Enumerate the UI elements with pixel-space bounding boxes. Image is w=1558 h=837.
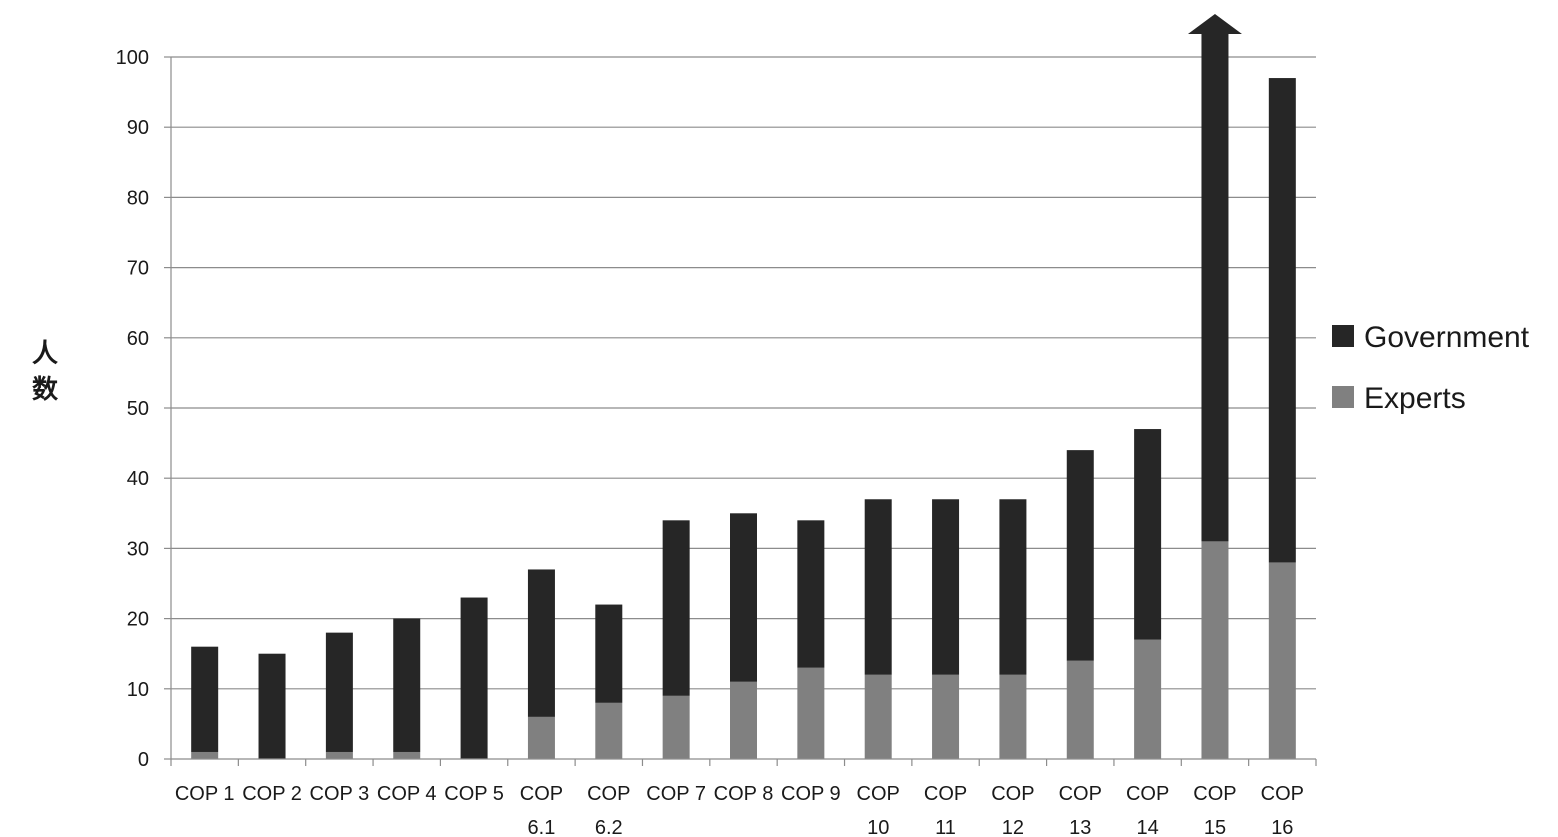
- bar-government: [932, 499, 960, 675]
- legend: Government Experts: [1332, 321, 1530, 415]
- x-tick-label: COP 6.2: [587, 783, 630, 837]
- bar-government: [999, 499, 1027, 675]
- x-tick-label: COP 7: [646, 783, 706, 805]
- y-tick-label: 40: [127, 468, 149, 490]
- bar-government: [258, 653, 286, 759]
- bar-experts: [1201, 541, 1229, 759]
- bar-government: [393, 618, 421, 752]
- bar-experts: [864, 674, 892, 759]
- bar-government: [191, 646, 219, 752]
- bar-experts: [999, 674, 1027, 759]
- x-tick-label: COP 13: [1059, 783, 1102, 837]
- legend-swatch-experts: [1332, 386, 1354, 408]
- y-tick-label: 100: [116, 47, 149, 69]
- bar-government: [460, 597, 488, 759]
- x-tick-label: COP 1: [175, 783, 235, 805]
- bar-experts: [191, 751, 219, 759]
- bar-experts: [730, 681, 757, 759]
- y-axis-label: 人数: [32, 339, 59, 405]
- bar-government: [864, 499, 892, 675]
- x-tick-label: COP 6.1: [520, 783, 563, 837]
- bar-government: [797, 520, 825, 668]
- bar-experts: [595, 702, 623, 759]
- axes: [164, 56, 1317, 766]
- bar-government: [325, 632, 353, 752]
- legend-label-government: Government: [1364, 321, 1530, 354]
- arrow-up-icon: [1187, 14, 1242, 57]
- bar-government: [1268, 78, 1296, 563]
- y-tick-label: 30: [127, 538, 149, 560]
- legend-swatch-government: [1332, 325, 1354, 347]
- x-tick-label: COP 5: [444, 783, 504, 805]
- bar-government: [595, 604, 623, 703]
- y-tick-label: 20: [127, 609, 149, 631]
- y-tick-label: 10: [127, 679, 149, 701]
- bar-experts: [325, 751, 353, 759]
- bar-experts: [527, 716, 555, 759]
- annotations: [1187, 14, 1242, 57]
- x-tick-label: COP 11: [924, 783, 967, 837]
- x-tick-label: COP 3: [310, 783, 370, 805]
- bar-experts: [1268, 562, 1296, 759]
- bar-experts: [1134, 639, 1162, 759]
- bar-experts: [662, 695, 690, 759]
- bars: [191, 57, 1296, 759]
- y-tick-label: 0: [138, 749, 149, 771]
- bar-experts: [393, 751, 421, 759]
- x-tick-label: COP 9: [781, 783, 841, 805]
- bar-government: [1066, 450, 1094, 661]
- bar-government: [1134, 429, 1162, 640]
- bar-experts: [1066, 660, 1094, 759]
- y-tick-label: 80: [127, 187, 149, 209]
- y-tick-label: 60: [127, 328, 149, 350]
- bar-experts: [797, 667, 825, 759]
- x-tick-label: COP 2: [242, 783, 302, 805]
- y-tick-label: 70: [127, 258, 149, 280]
- bar-experts: [932, 674, 960, 759]
- gridlines: [171, 56, 1316, 690]
- y-tick-label: 50: [127, 398, 149, 420]
- x-tick-labels: COP 1 COP 2 COP 3 COP 4 COP 5 COP 6.1 COP 6.2 COP…: [175, 783, 1304, 837]
- x-tick-label: COP 16: [1261, 783, 1304, 837]
- legend-label-experts: Experts: [1364, 382, 1466, 415]
- y-tick-label: 90: [127, 117, 149, 139]
- x-tick-label: COP 14: [1126, 783, 1169, 837]
- x-tick-label: COP 15: [1193, 783, 1236, 837]
- y-tick-labels: 0 10 20 30 40 50 60 70 80 90 100: [116, 47, 149, 771]
- bar-government: [730, 513, 757, 682]
- x-tick-label: COP 4: [377, 783, 437, 805]
- bar-government: [662, 520, 690, 696]
- bar-government: [527, 569, 555, 717]
- bar-government: [1201, 57, 1229, 542]
- x-tick-label: COP 12: [991, 783, 1034, 837]
- x-tick-label: COP 10: [857, 783, 900, 837]
- x-tick-label: COP 8: [714, 783, 774, 805]
